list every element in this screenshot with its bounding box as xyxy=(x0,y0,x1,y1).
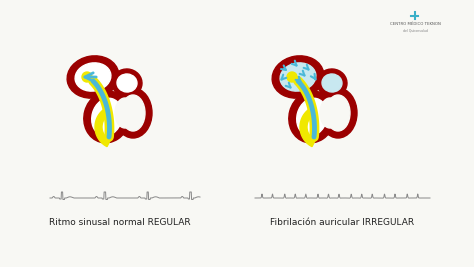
Ellipse shape xyxy=(320,98,340,128)
Ellipse shape xyxy=(319,88,357,138)
Ellipse shape xyxy=(67,56,119,98)
Ellipse shape xyxy=(317,69,347,97)
Polygon shape xyxy=(300,107,315,147)
Text: CENTRO MÉDICO TEKNON: CENTRO MÉDICO TEKNON xyxy=(390,22,440,26)
Ellipse shape xyxy=(280,63,316,91)
Ellipse shape xyxy=(117,74,137,92)
Ellipse shape xyxy=(121,95,145,131)
Polygon shape xyxy=(95,107,110,147)
Ellipse shape xyxy=(112,69,142,97)
Text: Ritmo sinusal normal REGULAR: Ritmo sinusal normal REGULAR xyxy=(49,218,191,227)
Ellipse shape xyxy=(115,98,135,128)
Ellipse shape xyxy=(297,98,328,136)
Ellipse shape xyxy=(322,74,342,92)
Circle shape xyxy=(287,72,297,82)
Ellipse shape xyxy=(289,91,335,143)
Ellipse shape xyxy=(91,98,122,136)
Circle shape xyxy=(82,72,92,82)
Text: del Quironsalud: del Quironsalud xyxy=(402,29,428,33)
Text: Fibrilación auricular IRREGULAR: Fibrilación auricular IRREGULAR xyxy=(270,218,414,227)
Ellipse shape xyxy=(75,63,111,91)
Ellipse shape xyxy=(326,95,350,131)
Ellipse shape xyxy=(272,56,324,98)
Ellipse shape xyxy=(84,91,130,143)
Ellipse shape xyxy=(114,88,152,138)
